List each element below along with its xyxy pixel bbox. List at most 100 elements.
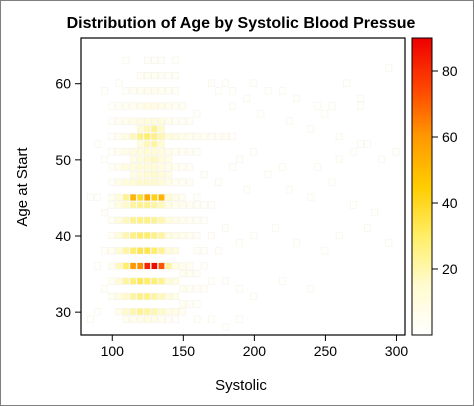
heatmap-cell <box>158 216 165 224</box>
heatmap-cell <box>143 277 151 285</box>
heatmap-cell <box>165 277 172 285</box>
heatmap-cell <box>193 148 201 156</box>
heatmap-cell <box>136 292 144 300</box>
heatmap-cell <box>136 178 144 186</box>
heatmap-cell <box>172 148 180 156</box>
heatmap-cell <box>371 209 378 217</box>
heatmap-cell <box>101 285 108 293</box>
heatmap-cell <box>122 87 130 95</box>
heatmap-cell <box>122 277 130 285</box>
heatmap-cell <box>115 216 123 224</box>
x-axis: 100 150 200 250 300 <box>101 335 409 359</box>
heatmap-cell <box>151 178 158 186</box>
chart-title: Distribution of Age by Systolic Blood Pr… <box>67 15 416 32</box>
heatmap-cell <box>143 171 151 179</box>
heatmap-cell <box>136 308 144 316</box>
heatmap-cell <box>271 224 279 232</box>
heatmap-cell <box>165 201 172 209</box>
heatmap-cell <box>158 72 165 80</box>
heatmap-cell <box>115 201 123 209</box>
heatmap-cell <box>158 87 165 95</box>
heatmap-cell <box>286 186 293 194</box>
heatmap-cell <box>364 140 371 148</box>
heatmap-cell <box>108 148 116 156</box>
heatmap-cell <box>172 231 180 240</box>
heatmap-cell <box>108 193 116 201</box>
heatmap-cell <box>151 155 158 163</box>
heatmap-cell <box>186 148 194 156</box>
heatmap-cell <box>172 277 180 285</box>
heatmap-cell <box>207 201 215 209</box>
heatmap-cell <box>350 201 357 209</box>
heatmap-cell <box>122 292 130 300</box>
heatmap-cell <box>158 140 165 148</box>
heatmap-cell <box>179 300 187 308</box>
heatmap-cell <box>158 315 165 323</box>
heatmap-cell <box>179 285 187 293</box>
heatmap-cell <box>115 102 123 110</box>
heatmap-cell <box>143 292 151 300</box>
heatmap-cell <box>179 231 187 240</box>
heatmap-cell <box>129 231 137 240</box>
x-tick-label: 300 <box>385 343 409 359</box>
heatmap-cell <box>101 209 108 217</box>
plot-area <box>80 37 406 336</box>
heatmap-cell <box>186 231 194 240</box>
heatmap-cell <box>108 178 116 186</box>
heatmap-cell <box>165 72 172 80</box>
heatmap-cell <box>179 201 187 209</box>
heatmap-cell <box>200 132 208 141</box>
heatmap-cell <box>307 193 315 201</box>
heatmap-cell <box>136 148 144 156</box>
heatmap-cell <box>143 117 151 125</box>
heatmap-cell <box>165 117 172 125</box>
heatmap-cell <box>264 171 272 179</box>
heatmap-cell <box>108 292 116 300</box>
heatmap-cell <box>151 292 158 300</box>
heatmap-cell <box>143 231 151 240</box>
heatmap-cell <box>115 262 123 270</box>
heatmap-cell <box>222 132 229 141</box>
heatmap-cell <box>222 323 229 331</box>
heatmap-cell <box>151 216 158 224</box>
heatmap-cell <box>122 102 130 110</box>
heatmap-cell <box>179 148 187 156</box>
heatmap-cell <box>143 148 151 156</box>
heatmap-cell <box>136 125 144 133</box>
heatmap-cell <box>357 140 364 148</box>
heatmap-cell <box>115 178 123 186</box>
y-tick-label: 30 <box>55 304 71 320</box>
heatmap-cell <box>165 308 172 316</box>
heatmap-cell <box>122 315 130 323</box>
y-axis: 30 40 50 60 <box>55 76 81 320</box>
heatmap-cell <box>94 262 101 270</box>
heatmap-cell <box>193 201 201 209</box>
x-tick-label: 100 <box>101 343 125 359</box>
heatmap-cell <box>207 277 215 285</box>
heatmap-cell <box>186 285 194 293</box>
heatmap-cell <box>207 79 215 87</box>
heatmap-cell <box>158 117 165 125</box>
heatmap-cell <box>143 56 151 64</box>
heatmap-cell <box>122 163 130 171</box>
heatmap-cell <box>122 148 130 156</box>
heatmap-cell <box>122 231 130 240</box>
heatmap-cell <box>350 148 357 156</box>
heatmap-cell <box>172 72 180 80</box>
heatmap-cell <box>108 277 116 285</box>
heatmap-cell <box>158 277 165 285</box>
heatmap-cell <box>165 247 172 255</box>
heatmap-cell <box>278 163 286 171</box>
heatmap-cell <box>165 171 172 179</box>
heatmap-cell <box>179 262 187 270</box>
heatmap-cell <box>229 87 236 95</box>
heatmap-cell <box>193 285 201 293</box>
heatmap-cell <box>122 132 130 141</box>
heatmap-cell <box>129 87 137 95</box>
heatmap-cell <box>143 262 151 270</box>
heatmap-cell <box>143 247 151 255</box>
heatmap-cell <box>222 277 229 285</box>
heatmap-cell <box>243 94 251 102</box>
heatmap-cell <box>179 132 187 141</box>
